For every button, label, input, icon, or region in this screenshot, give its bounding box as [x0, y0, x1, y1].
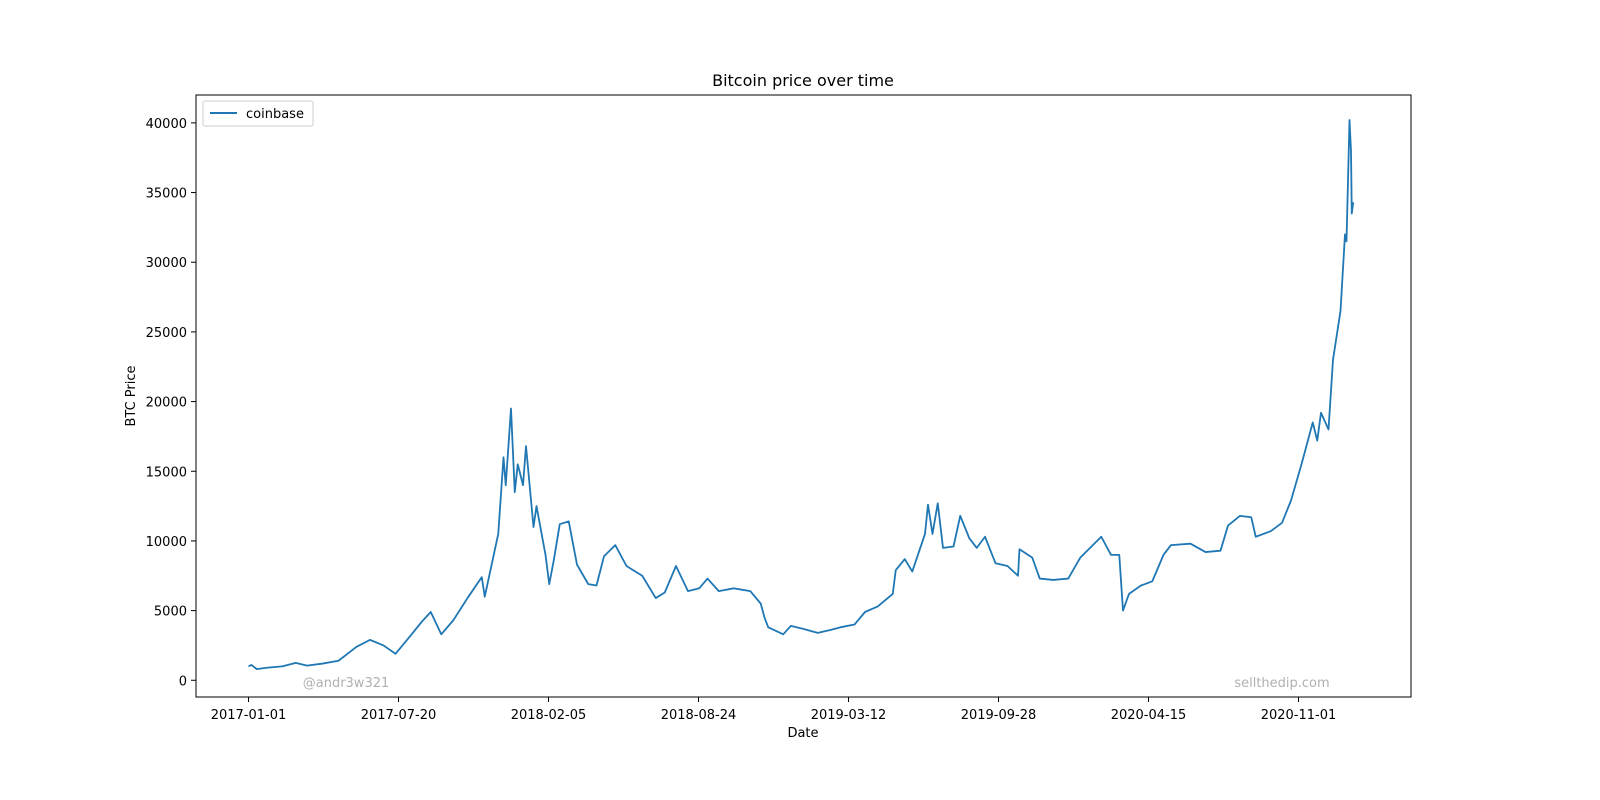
x-tick-label: 2017-07-20 [361, 708, 437, 723]
x-tick-label: 2018-08-24 [661, 708, 737, 723]
x-tick-label: 2018-02-05 [511, 708, 587, 723]
y-tick-label: 5000 [154, 605, 187, 620]
legend: coinbase [202, 100, 314, 127]
y-axis: 0 5000 10000 15000 20000 25000 30000 35000 40000 [146, 117, 196, 689]
x-tick-label: 2017-01-01 [211, 708, 287, 723]
watermark-right: sellthedip.com [1234, 676, 1329, 691]
x-axis-title: Date [787, 726, 818, 741]
y-tick-label: 20000 [146, 396, 187, 411]
plot-area-frame [195, 94, 1412, 698]
x-tick-label: 2020-04-15 [1111, 708, 1187, 723]
x-axis: 2017-01-01 2017-07-20 2018-02-05 2018-08-24… [211, 697, 1337, 723]
y-tick-label: 0 [179, 674, 187, 689]
y-tick-label: 40000 [146, 117, 187, 132]
y-tick-label: 25000 [146, 326, 187, 341]
x-tick-label: 2020-11-01 [1261, 708, 1337, 723]
y-tick-label: 35000 [146, 187, 187, 202]
y-axis-title: BTC Price [124, 365, 139, 426]
legend-label-coinbase: coinbase [246, 107, 304, 122]
series-line-coinbase [248, 119, 1355, 671]
chart-title: Bitcoin price over time [712, 71, 894, 90]
y-tick-label: 10000 [146, 535, 187, 550]
x-tick-label: 2019-03-12 [811, 708, 887, 723]
x-tick-label: 2019-09-28 [961, 708, 1037, 723]
y-tick-label: 30000 [146, 256, 187, 271]
watermark-left: @andr3w321 [303, 676, 390, 691]
y-tick-label: 15000 [146, 465, 187, 480]
legend-box [202, 100, 314, 127]
